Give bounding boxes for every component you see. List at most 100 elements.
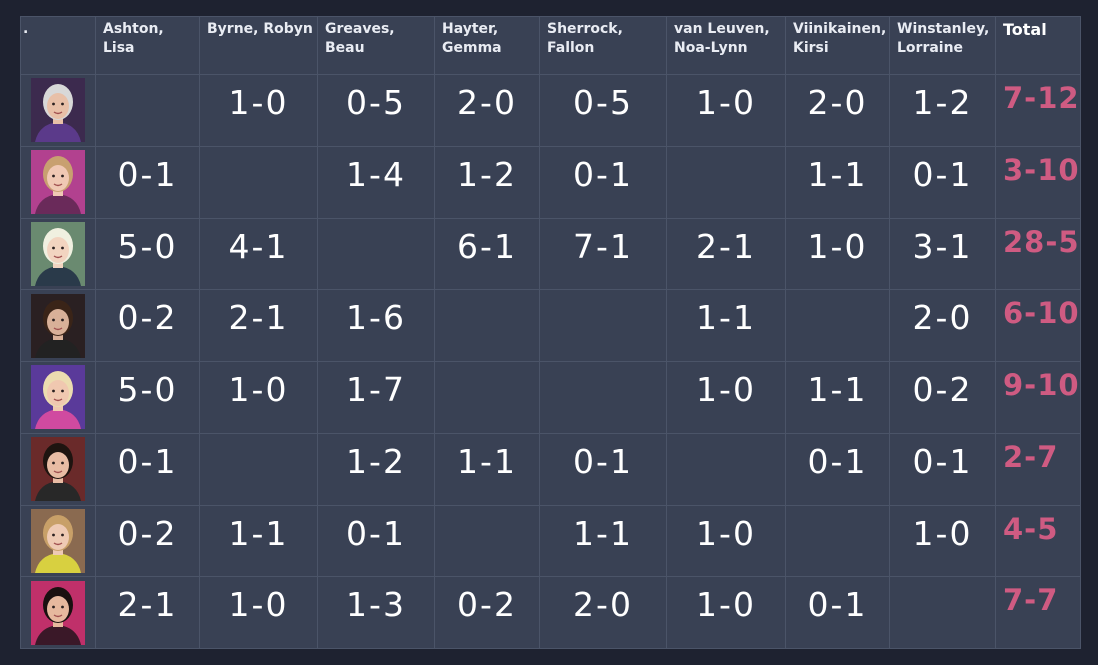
score-cell: 0-1 [95,145,200,219]
score-cell: 1-0 [666,504,786,578]
table-row: 0-2 1-1 0-1 1-1 1-0 1-0 4-5 [20,504,1081,578]
column-header: Sherrock, Fallon [539,16,667,75]
total-cell: 9-10 [995,361,1081,434]
column-header: Hayter, Gemma [434,16,540,75]
score-cell [539,361,667,434]
score-cell: 1-0 [199,74,318,147]
score-cell: 0-1 [539,432,667,506]
player-photo [31,78,85,143]
player-photo [31,437,85,502]
score-cell: 1-1 [785,361,890,434]
total-cell: 7-7 [995,576,1081,649]
player-photo [31,221,85,286]
column-header-label: Greaves, Beau [325,21,395,56]
score-cell: 2-1 [666,217,786,291]
player-photo [31,508,85,573]
score-cell: 1-1 [434,432,540,506]
player-photo [31,365,85,430]
score-cell: 1-2 [434,145,540,219]
player-photo-cell [20,145,96,219]
player-photo [31,580,85,645]
table-row: 2-1 1-0 1-3 0-2 2-0 1-0 0-1 7-7 [20,576,1081,649]
column-header: Winstanley, Lorraine [889,16,996,75]
score-cell: 1-6 [317,289,435,362]
score-cell: 1-3 [317,576,435,649]
total-cell: 3-10 [995,145,1081,219]
table-row: 5-0 1-0 1-7 1-0 1-1 0-2 9-10 [20,361,1081,434]
header-row: . Ashton, Lisa Byrne, Robyn Greaves, Bea… [20,16,1081,75]
score-cell [666,145,786,219]
total-column-header: Total [995,16,1081,75]
score-cell: 1-1 [539,504,667,578]
column-header: Viinikainen, Kirsi [785,16,890,75]
score-cell: 1-0 [785,217,890,291]
score-cell: 0-2 [434,576,540,649]
score-cell [317,217,435,291]
total-cell: 7-12 [995,74,1081,147]
table-row: 5-0 4-1 6-1 7-1 2-1 1-0 3-1 28-5 [20,217,1081,291]
score-cell [199,432,318,506]
score-cell: 1-2 [317,432,435,506]
score-cell [199,145,318,219]
score-cell: 1-0 [666,74,786,147]
score-cell: 2-0 [539,576,667,649]
score-cell: 2-0 [889,289,996,362]
column-header-label: Hayter, Gemma [442,21,502,56]
column-header-label: Winstanley, Lorraine [897,21,990,56]
corner-header: . [20,16,96,75]
score-cell [785,289,890,362]
player-photo-cell [20,504,96,578]
score-cell: 2-1 [95,576,200,649]
score-cell: 2-0 [785,74,890,147]
player-photo-cell [20,432,96,506]
results-table: . Ashton, Lisa Byrne, Robyn Greaves, Bea… [20,16,1081,649]
score-cell [434,361,540,434]
score-cell: 0-2 [95,504,200,578]
score-cell: 7-1 [539,217,667,291]
results-table-frame: . Ashton, Lisa Byrne, Robyn Greaves, Bea… [20,16,1081,649]
column-header: van Leuven, Noa-Lynn [666,16,786,75]
score-cell: 1-4 [317,145,435,219]
score-cell [889,576,996,649]
score-cell: 1-0 [199,576,318,649]
score-cell: 1-0 [666,576,786,649]
score-cell: 3-1 [889,217,996,291]
table-row: 1-0 0-5 2-0 0-5 1-0 2-0 1-2 7-12 [20,74,1081,147]
score-cell: 0-5 [539,74,667,147]
total-cell: 2-7 [995,432,1081,506]
column-header-label: Total [1003,20,1047,39]
table-row: 0-2 2-1 1-6 1-1 2-0 6-10 [20,289,1081,362]
column-header-label: van Leuven, Noa-Lynn [674,21,770,56]
score-cell: 1-0 [199,361,318,434]
total-cell: 6-10 [995,289,1081,362]
total-cell: 4-5 [995,504,1081,578]
score-cell: 1-7 [317,361,435,434]
column-header-label: Byrne, Robyn [207,21,313,37]
score-cell: 2-0 [434,74,540,147]
column-header: Ashton, Lisa [95,16,200,75]
score-cell: 0-2 [95,289,200,362]
player-photo-cell [20,289,96,362]
score-cell: 0-2 [889,361,996,434]
table-body: 1-0 0-5 2-0 0-5 1-0 2-0 1-2 7-12 0-1 1-4 1-2 0-1 1-1… [20,74,1081,649]
score-cell [434,504,540,578]
score-cell: 0-1 [785,432,890,506]
total-cell: 28-5 [995,217,1081,291]
column-header-label: Viinikainen, Kirsi [793,21,887,56]
score-cell: 0-1 [95,432,200,506]
score-cell: 1-0 [889,504,996,578]
score-cell: 0-1 [317,504,435,578]
score-cell: 0-1 [785,576,890,649]
player-photo-cell [20,217,96,291]
score-cell: 2-1 [199,289,318,362]
score-cell: 6-1 [434,217,540,291]
score-cell [95,74,200,147]
score-cell: 4-1 [199,217,318,291]
column-header: Byrne, Robyn [199,16,318,75]
player-photo-cell [20,576,96,649]
score-cell: 0-1 [889,432,996,506]
score-cell [666,432,786,506]
table-row: 0-1 1-2 1-1 0-1 0-1 0-1 2-7 [20,432,1081,506]
column-header-label: Ashton, Lisa [103,21,164,56]
score-cell: 1-1 [199,504,318,578]
